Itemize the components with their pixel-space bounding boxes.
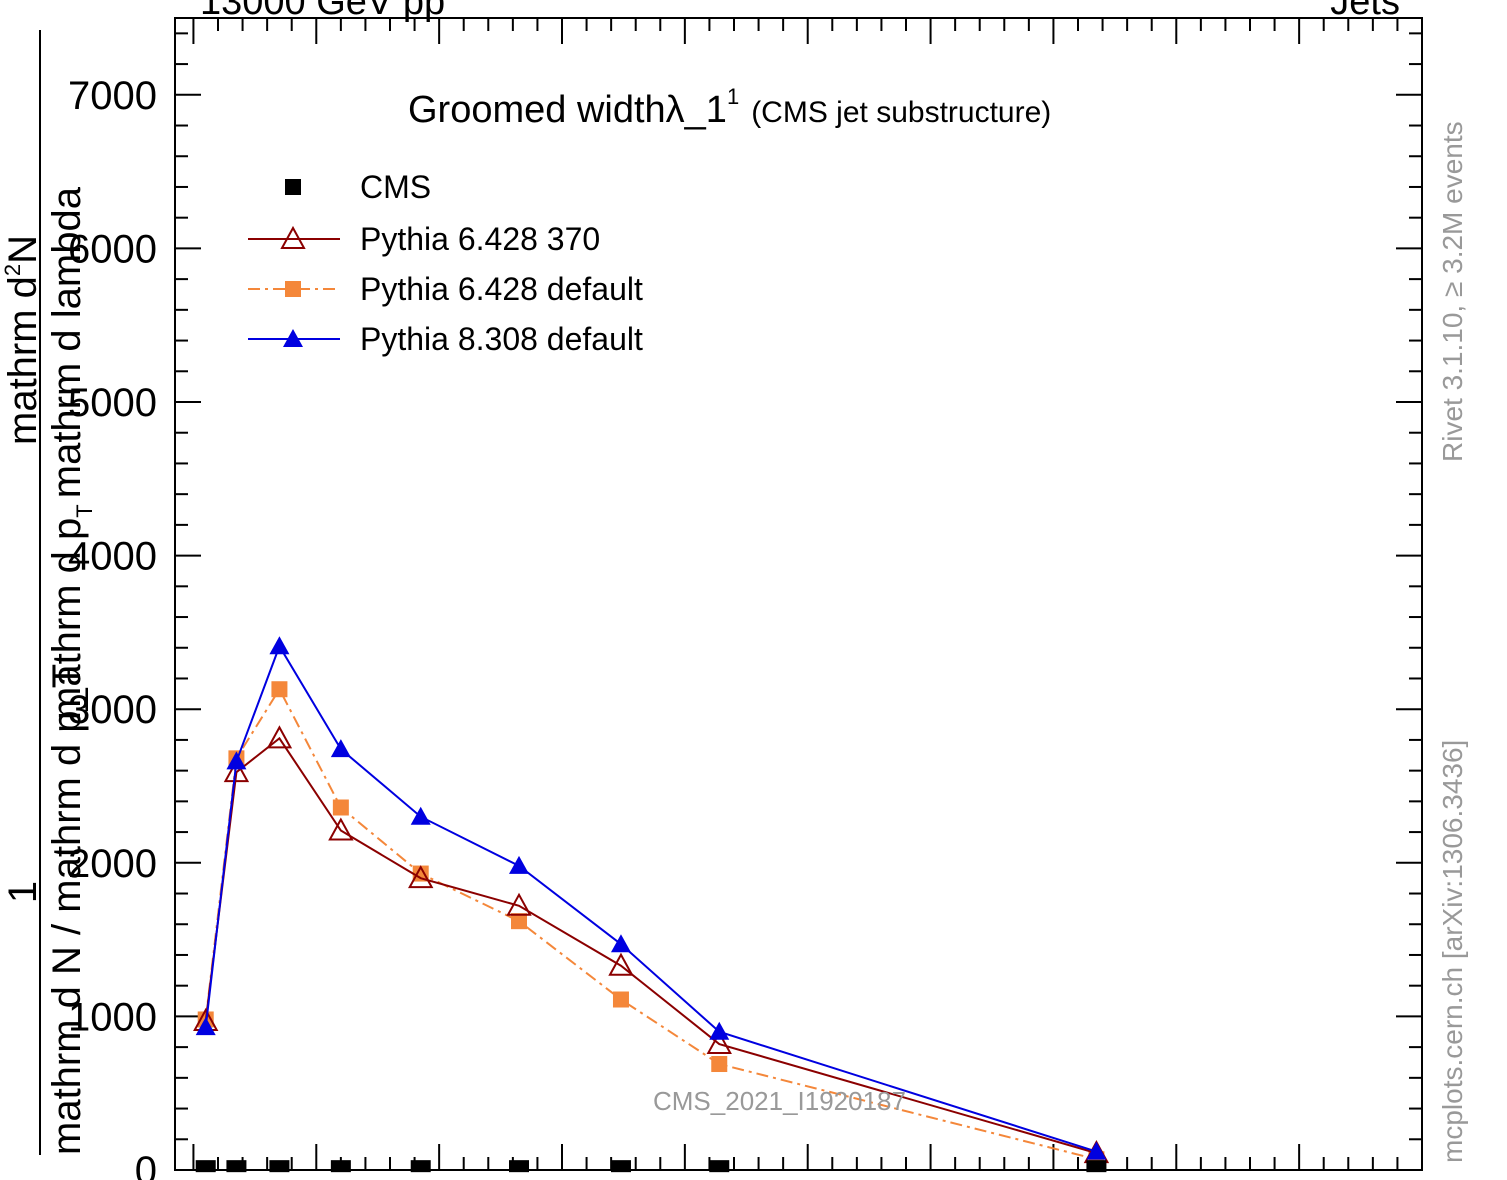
data-point (330, 1160, 351, 1173)
legend-label: Pythia 8.308 default (360, 321, 643, 357)
data-point (1086, 1160, 1107, 1173)
legend-item: Pythia 8.308 default (248, 321, 643, 357)
data-point (711, 1056, 728, 1073)
data-point (266, 725, 293, 749)
y-label-lower: mathrm d pTmathrm d lambda (45, 186, 97, 720)
data-point (226, 751, 247, 770)
legend-item: Pythia 6.428 default (248, 271, 643, 307)
plot-frame (174, 17, 1423, 1171)
y-tick-label: 2000 (68, 842, 157, 886)
chart-title-sup: 1 (727, 84, 739, 109)
data-point (408, 865, 434, 889)
series-line (204, 643, 1097, 1153)
data-point (271, 681, 288, 698)
data-point (412, 865, 429, 882)
legend-marker (285, 281, 301, 297)
data-point (195, 1160, 216, 1173)
y-label-numerator-sup: 2 (0, 264, 25, 276)
data-point (410, 806, 431, 825)
y-label-denominator: mathrm d N / mathrm d p_T (45, 664, 89, 1155)
data-point (511, 913, 527, 930)
data-point (269, 1160, 290, 1173)
y-label-lower-sub: T (72, 504, 97, 517)
y-tick-label: 1000 (68, 995, 157, 1039)
data-point (610, 934, 631, 953)
data-point (709, 1160, 730, 1173)
y-tick-label: 3000 (68, 688, 157, 732)
data-point (1086, 1141, 1107, 1160)
chart-title-main: Groomed widthλ_1 (408, 89, 727, 131)
data-point (332, 799, 349, 816)
y-label-numerator-main: mathrm d (1, 276, 45, 445)
y-label-one: 1 (1, 881, 45, 903)
y-tick-label: 4000 (68, 535, 157, 579)
y-label-numerator-tail: N (1, 235, 45, 264)
chart-title: Groomed widthλ_11 (CMS jet substructure) (408, 84, 1051, 131)
y-label-lower-tail: mathrm d lambda (45, 186, 89, 498)
legend-label: CMS (360, 169, 431, 205)
series-line (204, 736, 1097, 1155)
legend-label: Pythia 6.428 370 (360, 221, 600, 257)
y-tick-label: 6000 (68, 227, 157, 271)
legend-item: Pythia 6.428 370 (248, 221, 600, 257)
data-point (608, 952, 634, 976)
y-tick-label: 7000 (68, 74, 157, 118)
y-tick-labels: 0 1000 2000 3000 4000 5000 6000 7000 (68, 74, 157, 1180)
data-point (223, 759, 250, 783)
data-point (509, 855, 529, 874)
data-point (506, 892, 532, 916)
header-left-label: 13000 GeV pp (200, 0, 445, 23)
legend-label: Pythia 6.428 default (360, 271, 643, 307)
data-point (226, 1160, 247, 1173)
header-right-label: Jets (1330, 0, 1400, 23)
legend: CMS Pythia 6.428 370 Pythia 6.428 default P… (248, 169, 643, 357)
y-tick-label: 5000 (68, 381, 157, 425)
data-point (509, 1160, 529, 1173)
series-line (204, 687, 1097, 1161)
legend-marker (283, 329, 303, 347)
y-label-lower-main: mathrm d p (45, 518, 89, 720)
series-2 (193, 725, 1110, 1164)
data-point (269, 636, 290, 655)
y-tick-label: 0 (135, 1149, 157, 1180)
legend-marker (285, 179, 301, 195)
series-layer (193, 636, 1110, 1173)
y-axis-label: 1 mathrm d N / mathrm d p_T mathrm d2N m… (0, 30, 97, 1155)
data-point (706, 1030, 732, 1055)
data-point (330, 739, 351, 758)
analysis-watermark: CMS_2021_I1920187 (653, 1086, 906, 1116)
data-point (709, 1021, 730, 1040)
data-point (410, 1160, 431, 1173)
y-label-numerator: mathrm d2N (0, 235, 45, 445)
rivet-info-label: Rivet 3.1.10, ≥ 3.2M events (1437, 121, 1468, 462)
data-point (328, 817, 354, 841)
data-point (195, 1017, 216, 1036)
series-1 (195, 1160, 1107, 1173)
series-4 (195, 636, 1107, 1160)
legend-item: CMS (285, 169, 431, 205)
data-point (610, 1160, 631, 1173)
mcplots-info-label: mcplots.cern.ch [arXiv:1306.3436] (1437, 740, 1468, 1163)
legend-marker (280, 225, 306, 249)
data-point (612, 991, 629, 1008)
chart-title-suffix: (CMS jet substructure) (751, 96, 1051, 129)
